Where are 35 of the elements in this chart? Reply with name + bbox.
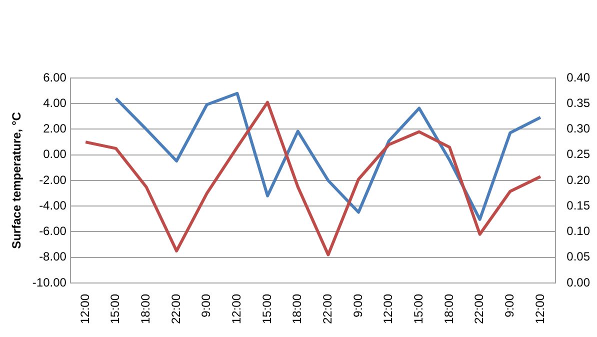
y2-tick-label: 0.35: [566, 96, 590, 110]
x-tick-label: 22:00: [472, 294, 486, 324]
y-tick-label: -6.00: [39, 224, 67, 238]
y-tick-label: -4.00: [39, 198, 67, 212]
x-tick-label: 12:00: [532, 294, 547, 324]
x-tick-label: 9:00: [350, 294, 365, 318]
y2-tick-label: 0.10: [566, 224, 590, 238]
x-tick-label: 9:00: [199, 294, 214, 318]
x-tick-label: 22:00: [320, 294, 335, 324]
x-tick-label: 22:00: [168, 294, 183, 324]
y-tick-label: 0.00: [43, 147, 67, 162]
y2-tick-label: 0.20: [566, 172, 590, 187]
x-tick-label: 12:00: [230, 294, 244, 324]
y-tick-label: -8.00: [39, 250, 67, 264]
y-tick-label: 2.00: [43, 122, 67, 136]
x-tick-label: 9:00: [502, 294, 516, 318]
x-tick-label: 12:00: [78, 294, 92, 324]
x-tick-label: 18:00: [290, 294, 304, 324]
y-tick-label: 4.00: [43, 96, 67, 110]
y-tick-label: -2.00: [39, 172, 67, 187]
y2-tick-label: 0.25: [566, 147, 590, 162]
x-tick-label: 15:00: [411, 294, 426, 324]
y2-tick-label: 0.40: [566, 70, 590, 84]
x-tick-label: 15:00: [260, 294, 274, 324]
x-tick-label: 12:00: [381, 294, 396, 324]
x-tick-label: 18:00: [138, 294, 153, 324]
y2-tick-label: 0.30: [566, 122, 590, 136]
y2-tick-label: 0.15: [566, 198, 590, 212]
y-tick-label: -10.00: [32, 275, 67, 290]
x-tick-label: 18:00: [442, 294, 456, 324]
x-tick-label: 15:00: [108, 294, 122, 324]
y2-tick-label: 0.00: [566, 275, 590, 290]
y-axis-title: Surface temperature, °C: [10, 112, 24, 249]
y-tick-label: 6.00: [43, 70, 67, 84]
y2-tick-label: 0.05: [566, 250, 590, 264]
